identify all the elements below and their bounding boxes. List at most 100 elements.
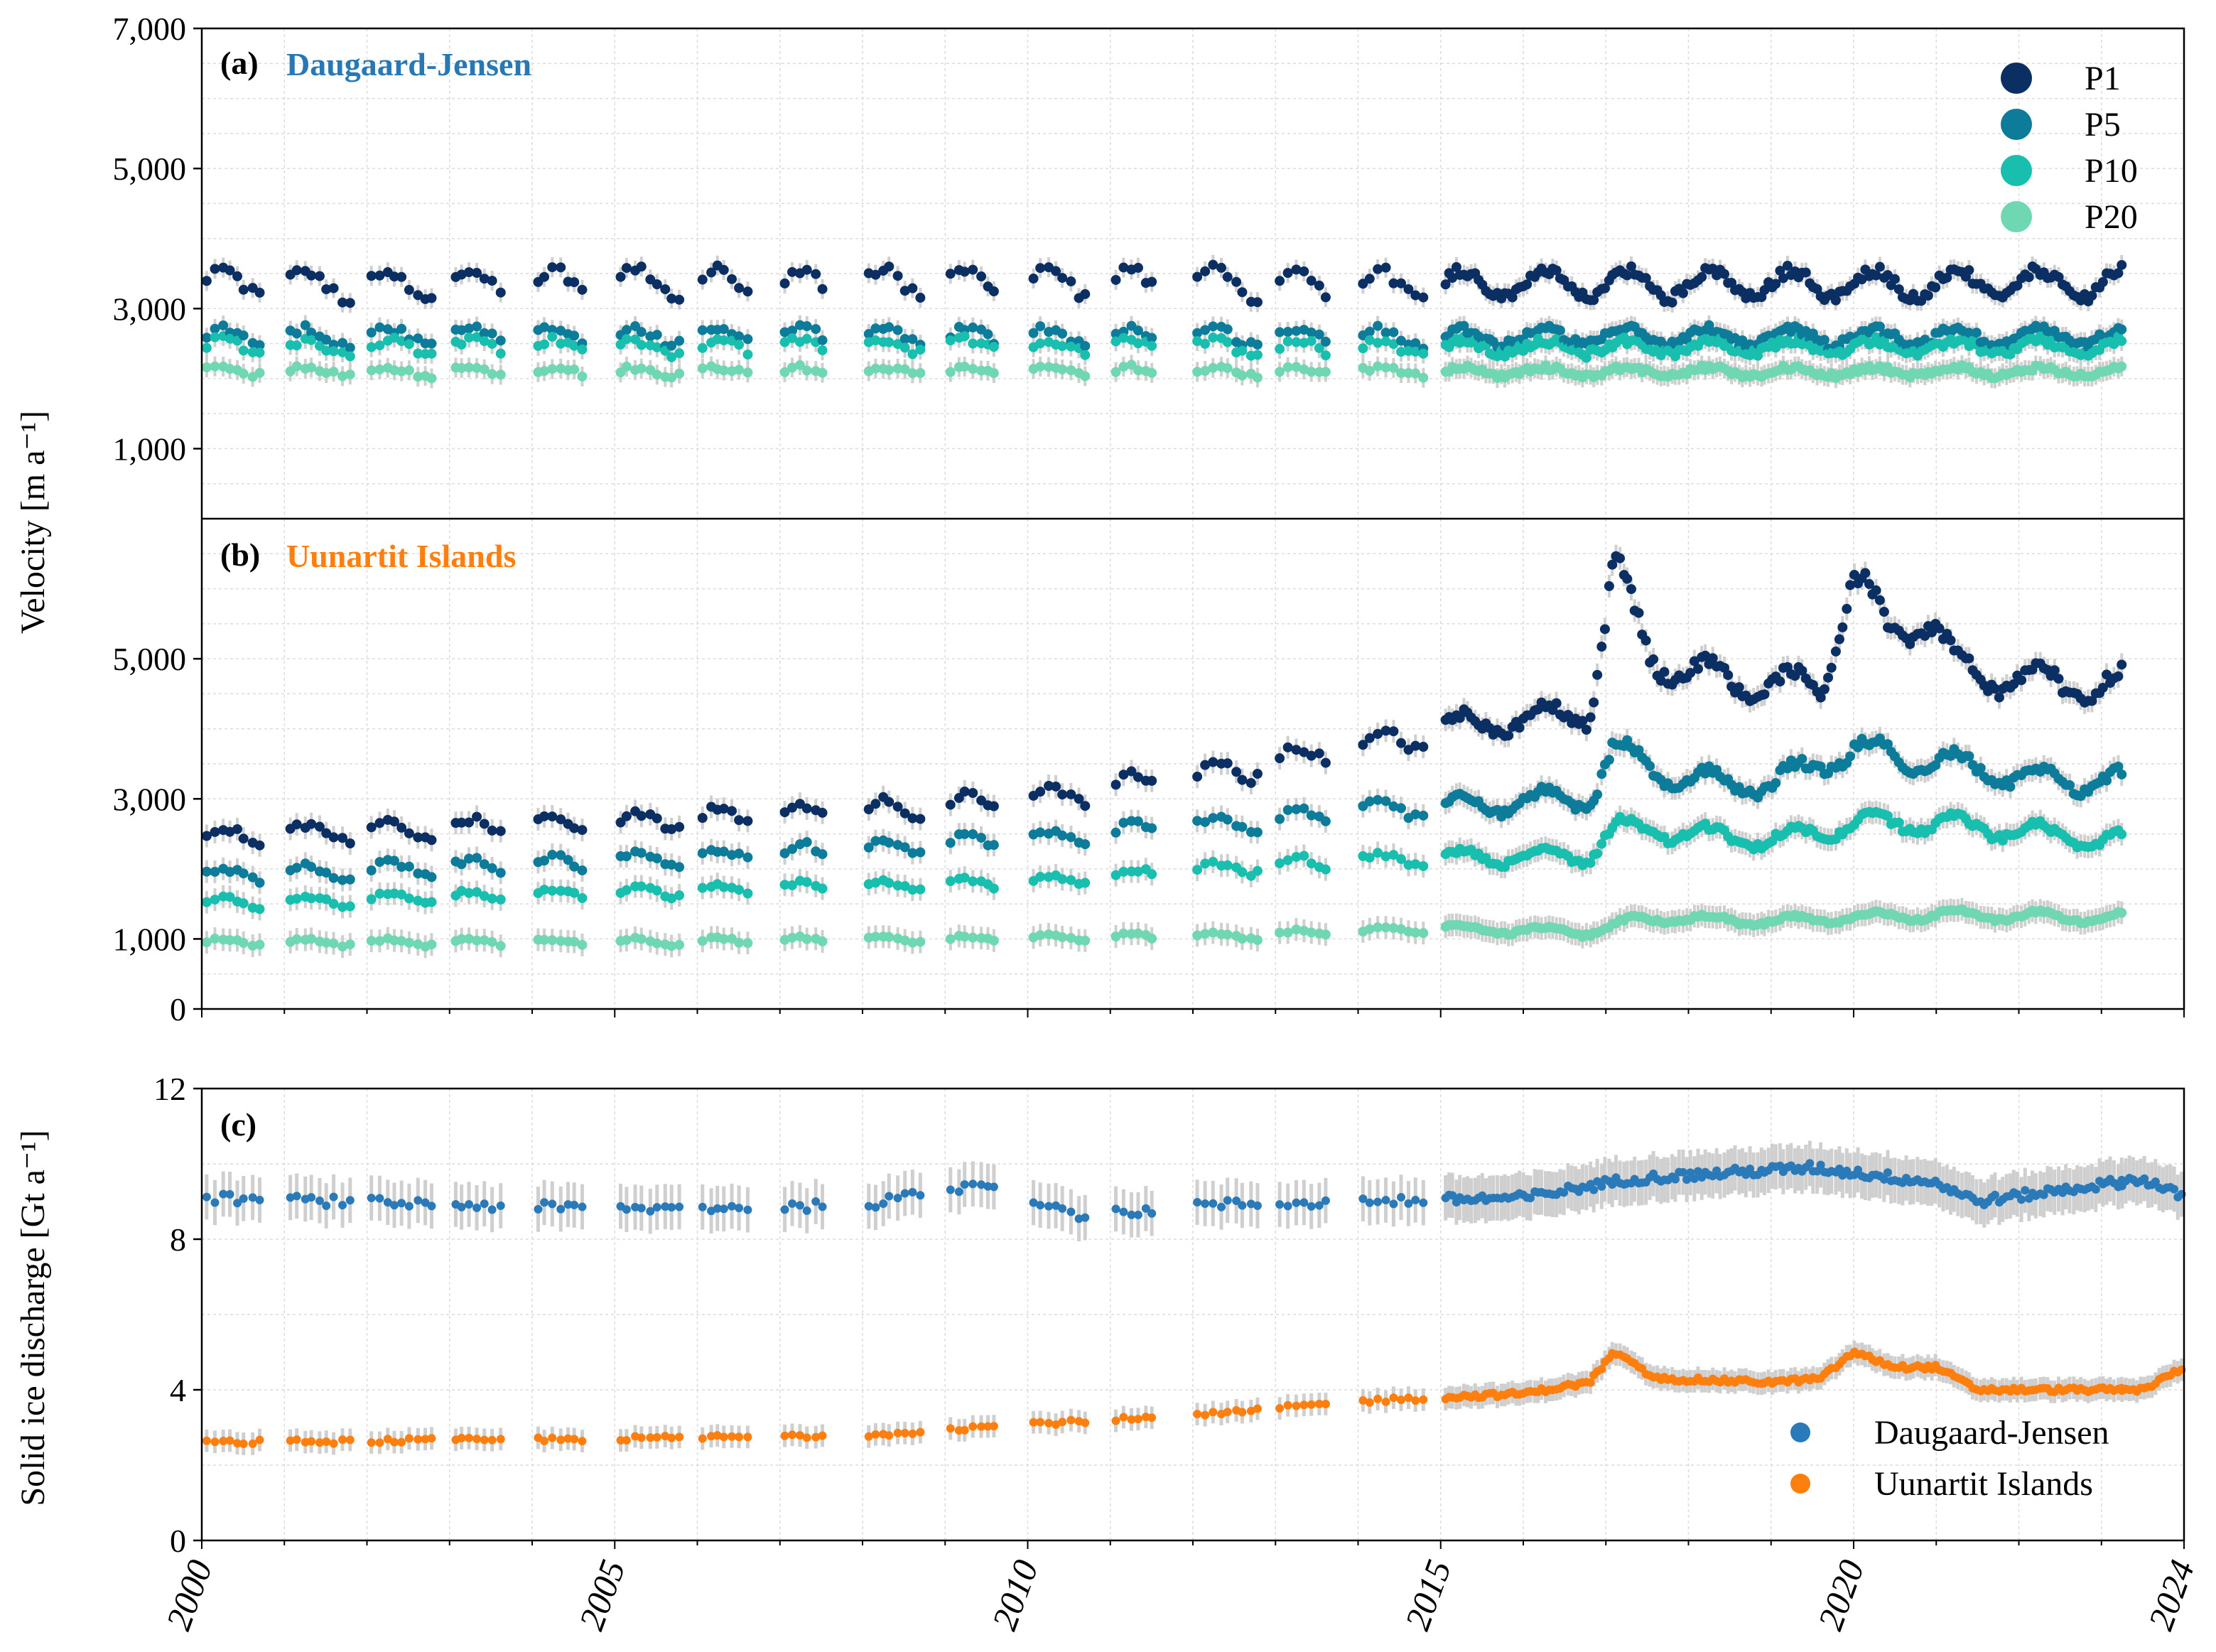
data-point-a-p10	[802, 334, 812, 344]
data-point-b-p1	[1192, 772, 1202, 782]
data-point-b-p20	[1223, 929, 1233, 939]
data-point-b-p5	[1321, 816, 1331, 826]
data-point-b-p20	[329, 939, 339, 949]
data-point-b-p20	[1237, 934, 1247, 944]
data-point-b-p1	[915, 814, 925, 824]
data-point-a-p1	[496, 288, 506, 298]
data-point-b-p5	[1223, 814, 1233, 824]
data-point-b-p1	[1283, 743, 1293, 752]
data-point-b-p5	[1299, 804, 1309, 814]
data-point-b-p10	[915, 885, 925, 895]
data-point-b-p1	[480, 819, 490, 828]
data-point-b-p20	[622, 935, 632, 945]
data-point-b-p1	[472, 811, 482, 821]
data-point-b-p1	[1080, 801, 1090, 811]
data-point-b-p1	[1314, 748, 1324, 758]
data-point-b-p10	[577, 893, 587, 903]
data-point-b-p5	[884, 838, 894, 848]
data-point-b-p5	[1237, 822, 1247, 832]
data-point-b-p1	[1111, 779, 1121, 789]
data-point-a-p10	[734, 340, 744, 350]
data-point-b-p5	[742, 853, 752, 863]
data-point-a-p1	[742, 286, 752, 296]
data-point-b-p1	[329, 832, 339, 842]
data-point-a-p10	[884, 338, 894, 347]
data-point-b-p1	[802, 804, 812, 814]
data-point-a-p1	[202, 276, 212, 286]
data-point-b-p1	[426, 835, 436, 845]
data-point-b-p1	[547, 811, 557, 821]
data-point-b-p1	[1596, 642, 1606, 652]
data-point-a-p10	[367, 342, 377, 352]
data-point-b-p5	[345, 875, 355, 885]
data-point-b-p5	[577, 865, 587, 875]
data-point-a-p5	[292, 328, 302, 338]
data-point-b-p1	[884, 797, 894, 807]
data-point-a-p1	[637, 261, 647, 271]
data-point-b-p20	[292, 934, 302, 944]
data-point-a-p1	[1831, 296, 1841, 306]
data-point-a-p10	[1147, 341, 1157, 351]
data-point-b-p10	[1418, 861, 1428, 871]
data-point-a-p1	[811, 269, 821, 279]
data-point-a-p5	[674, 336, 684, 346]
data-point-b-p5	[989, 840, 999, 850]
data-point-a-p1	[315, 271, 325, 281]
data-point-a-p5	[1321, 337, 1331, 347]
data-point-a-p20	[2117, 362, 2126, 372]
data-point-a-p1	[915, 293, 925, 303]
data-point-b-p1	[674, 822, 684, 832]
data-point-a-p1	[426, 293, 436, 303]
data-point-a-p10	[742, 350, 752, 360]
data-point-b-p10	[1147, 869, 1157, 879]
data-point-b-p1	[255, 841, 265, 851]
data-point-b-p5	[734, 848, 744, 858]
data-point-a-p1	[616, 272, 626, 282]
data-point-a-p5	[426, 339, 436, 349]
data-point-b-p1	[1321, 758, 1331, 768]
data-point-a-p20	[968, 364, 978, 374]
data-point-b-p10	[674, 890, 684, 900]
data-point-b-p5	[674, 862, 684, 872]
data-point-a-p10	[1035, 338, 1045, 348]
data-point-b-p1	[1223, 758, 1233, 768]
data-point-a-p1	[577, 285, 587, 295]
data-point-b-p1	[968, 788, 978, 798]
data-point-a-p1	[1890, 274, 1900, 284]
data-point-b-p20	[884, 932, 894, 942]
data-point-a-p10	[210, 333, 220, 342]
data-point-b-p1	[989, 801, 999, 811]
data-point-b-p1	[1600, 624, 1610, 634]
data-point-a-p1	[1801, 267, 1811, 277]
data-point-a-p5	[396, 324, 406, 334]
data-point-a-p1	[1930, 283, 1940, 293]
data-point-a-p20	[496, 369, 506, 379]
data-point-b-p10	[547, 886, 557, 896]
data-point-a-p5	[893, 325, 903, 335]
data-point-a-p1	[1321, 292, 1331, 302]
data-point-b-p1	[1586, 713, 1596, 723]
data-point-b-p5	[1604, 755, 1614, 765]
data-point-b-p1	[1622, 574, 1632, 584]
data-point-a-p10	[1057, 341, 1067, 351]
data-point-a-p1	[1923, 291, 1933, 301]
data-point-a-p20	[1253, 372, 1263, 382]
data-point-a-p5	[1035, 321, 1045, 331]
data-point-a-p10	[539, 340, 549, 350]
data-point-a-p1	[292, 265, 302, 275]
data-point-b-p10	[1080, 878, 1090, 888]
data-point-a-p10	[989, 342, 999, 352]
data-point-b-p5	[1111, 828, 1121, 838]
data-point-b-p10	[1057, 874, 1067, 884]
data-point-b-p20	[637, 934, 647, 944]
data-point-b-p5	[487, 863, 497, 873]
data-point-a-p1	[1275, 276, 1285, 286]
data-point-a-p5	[487, 328, 497, 338]
data-point-b-p5	[1080, 839, 1090, 849]
data-point-a-p1	[893, 271, 903, 281]
data-point-a-p1	[674, 295, 684, 305]
data-point-a-p1	[1678, 288, 1688, 298]
data-point-b-p5	[306, 862, 316, 872]
data-point-a-p1	[345, 298, 355, 308]
